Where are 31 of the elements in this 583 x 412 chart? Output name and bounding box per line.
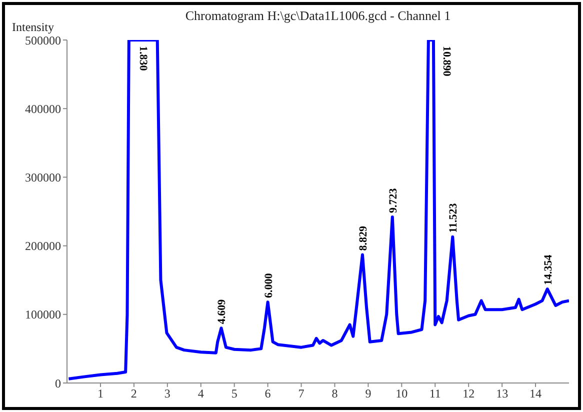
line-series [67,40,569,380]
x-tick-label: 8 [332,386,338,401]
annotation: 9.723 [387,188,400,213]
x-tick-label: 7 [298,386,304,401]
annotation: 6.000 [262,272,275,298]
y-axis-title: Intensity [12,20,54,35]
x-tick-label: 9 [365,386,372,401]
x-tick-label: 1 [97,386,104,401]
chart-title: Chromatogram H:\gc\Data1L1006.gcd - Channel 1 [184,8,452,24]
x-tick-label: 5 [231,386,238,401]
annotation: 1.830 [137,46,150,72]
x-tick-label: 13 [496,386,508,401]
y-tick-label: 500000 [25,33,61,48]
y-tick-label: 300000 [25,170,61,184]
x-tick-label: 4 [198,386,204,401]
annotation: 4.609 [216,298,228,324]
y-tick-label: 0 [55,376,61,390]
x-tick-label: 11 [429,386,441,401]
x-tick-label: 14 [530,386,542,401]
x-tick-label: 12 [462,386,475,401]
y-tick-label: 200000 [25,239,61,254]
annotation: 14.354 [542,254,554,286]
annotation: 10.890 [440,46,452,77]
annotation: 11.523 [448,202,460,233]
y-tick-label: 100000 [25,308,61,322]
x-tick-label: 3 [164,386,170,401]
x-tick-label: 10 [396,386,408,401]
annotation: 8.829 [357,225,370,251]
y-tick-label: 400000 [25,102,61,116]
x-tick-label: 2 [130,386,137,401]
x-tick-label: 6 [264,386,271,401]
